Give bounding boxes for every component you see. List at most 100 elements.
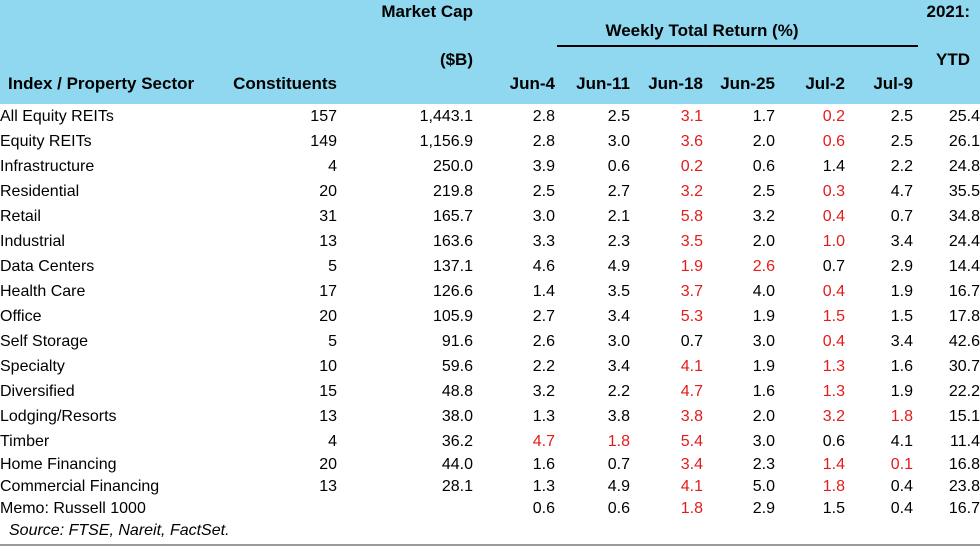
table-header-band: Weekly Total Return (%) Index / Property… — [0, 0, 980, 104]
weekly-cell: 5.8 — [680, 207, 703, 225]
weekly-cell: 4.1 — [890, 432, 913, 450]
weekly-cell: 1.5 — [822, 307, 845, 325]
table-row: Specialty 10 59.6 2.2 3.4 4.1 1.9 1.3 1.… — [0, 354, 980, 379]
column-header-week: Jun-4 — [509, 74, 555, 93]
weekly-cell: 4.1 — [680, 478, 703, 495]
weekly-cell: 2.6 — [752, 257, 775, 275]
ytd-cell: 26.1 — [948, 132, 980, 150]
weekly-cell: 1.9 — [680, 257, 703, 275]
market-cap-cell: 48.8 — [441, 382, 473, 400]
market-cap-cell — [337, 498, 473, 520]
weekly-cell: 2.3 — [752, 456, 775, 473]
table-row: Office 20 105.9 2.7 3.4 5.3 1.9 1.5 1.5 … — [0, 304, 980, 329]
weekly-cell: 2.6 — [532, 332, 555, 350]
weekly-cell: 3.0 — [607, 332, 630, 350]
weekly-cell: 3.7 — [680, 282, 703, 300]
column-header-week: Jun-25 — [720, 74, 775, 93]
sector-cell: Memo: Russell 1000 — [0, 500, 146, 517]
ytd-cell: 34.8 — [948, 207, 980, 225]
weekly-cell: 3.5 — [680, 232, 703, 250]
ytd-cell: 35.5 — [948, 182, 980, 200]
weekly-cell: 3.2 — [680, 182, 703, 200]
weekly-cell: 2.8 — [532, 107, 555, 125]
weekly-cell: 0.6 — [607, 157, 630, 175]
weekly-cell: 1.4 — [822, 456, 845, 473]
weekly-cell: 4.7 — [890, 182, 913, 200]
column-header-ytd: 2021: YTD — [898, 0, 970, 96]
weekly-cell: 1.9 — [752, 357, 775, 375]
weekly-cell: 0.1 — [890, 456, 913, 473]
constituents-cell: 20 — [319, 307, 337, 325]
weekly-cell: 2.2 — [607, 382, 630, 400]
ytd-cell: 11.4 — [950, 432, 980, 450]
weekly-cell: 4.1 — [680, 357, 703, 375]
sector-cell: Infrastructure — [0, 157, 95, 175]
constituents-cell: 5 — [328, 332, 337, 350]
weekly-cell: 1.5 — [890, 307, 913, 325]
table-row: Equity REITs 149 1,156.9 2.8 3.0 3.6 2.0… — [0, 129, 980, 154]
market-cap-cell: 44.0 — [441, 456, 473, 473]
weekly-cell: 0.2 — [822, 107, 845, 125]
weekly-cell: 1.8 — [890, 407, 913, 425]
constituents-cell: 17 — [319, 282, 337, 300]
market-cap-cell: 219.8 — [432, 182, 473, 200]
ytd-cell: 42.6 — [948, 332, 980, 350]
weekly-cell: 3.4 — [890, 232, 913, 250]
weekly-cell: 1.3 — [822, 382, 845, 400]
weekly-cell: 3.9 — [532, 157, 555, 175]
bottom-divider — [0, 544, 980, 546]
weekly-cell: 2.9 — [890, 257, 913, 275]
weekly-cell: 2.5 — [752, 182, 775, 200]
sector-cell: Health Care — [0, 282, 86, 300]
weekly-cell: 0.6 — [822, 132, 845, 150]
sector-cell: Timber — [0, 432, 50, 450]
table-row: All Equity REITs 157 1,443.1 2.8 2.5 3.1… — [0, 104, 980, 129]
weekly-cell: 0.4 — [822, 207, 845, 225]
weekly-cell: 1.4 — [532, 282, 555, 300]
weekly-cell: 1.7 — [752, 107, 775, 125]
sector-cell: Lodging/Resorts — [0, 407, 117, 425]
weekly-cell: 2.0 — [752, 132, 775, 150]
market-cap-cell: 38.0 — [441, 407, 473, 425]
ytd-cell: 14.4 — [948, 257, 980, 275]
ytd-cell: 17.8 — [948, 307, 980, 325]
column-header-constituents: Constituents — [233, 74, 337, 93]
weekly-cell: 3.2 — [532, 382, 555, 400]
table-row: Self Storage 5 91.6 2.6 3.0 0.7 3.0 0.4 … — [0, 329, 980, 354]
market-cap-cell: 1,443.1 — [419, 107, 473, 125]
weekly-cell: 1.8 — [607, 432, 630, 450]
weekly-cell: 3.8 — [680, 407, 703, 425]
weekly-cell: 3.4 — [607, 357, 630, 375]
weekly-cell: 5.4 — [680, 432, 703, 450]
table-row: Lodging/Resorts 13 38.0 1.3 3.8 3.8 2.0 … — [0, 404, 980, 429]
sector-cell: Office — [0, 307, 42, 325]
weekly-cell: 1.8 — [822, 478, 845, 495]
weekly-cell: 2.2 — [890, 157, 913, 175]
market-cap-cell: 165.7 — [432, 207, 473, 225]
ytd-cell: 24.8 — [948, 157, 980, 175]
table-row: Infrastructure 4 250.0 3.9 0.6 0.2 0.6 1… — [0, 154, 980, 179]
weekly-cell: 3.8 — [607, 407, 630, 425]
weekly-cell: 0.4 — [890, 478, 913, 495]
weekly-cell: 2.5 — [890, 132, 913, 150]
weekly-cell: 3.5 — [607, 282, 630, 300]
table-row: Home Financing 20 44.0 1.6 0.7 3.4 2.3 1… — [0, 454, 980, 476]
table-row: Data Centers 5 137.1 4.6 4.9 1.9 2.6 0.7… — [0, 254, 980, 279]
table-row: Residential 20 219.8 2.5 2.7 3.2 2.5 0.3… — [0, 179, 980, 204]
ytd-cell: 16.7 — [948, 500, 980, 517]
weekly-cell: 2.0 — [752, 232, 775, 250]
market-cap-cell: 137.1 — [432, 257, 473, 275]
market-cap-line1: Market Cap — [381, 2, 473, 21]
sector-cell: All Equity REITs — [0, 107, 114, 125]
table-row: Health Care 17 126.6 1.4 3.5 3.7 4.0 0.4… — [0, 279, 980, 304]
weekly-cell: 1.6 — [532, 456, 555, 473]
column-header-sector: Index / Property Sector — [8, 74, 195, 93]
ytd-cell: 23.8 — [948, 478, 980, 495]
weekly-cell: 4.9 — [607, 478, 630, 495]
ytd-cell: 16.7 — [948, 282, 980, 300]
weekly-cell: 1.8 — [680, 500, 703, 517]
table-row: Memo: Russell 1000 0.6 0.6 1.8 2.9 1.5 0… — [0, 498, 980, 520]
column-header-week: Jun-11 — [576, 74, 630, 93]
sector-cell: Self Storage — [0, 332, 89, 350]
